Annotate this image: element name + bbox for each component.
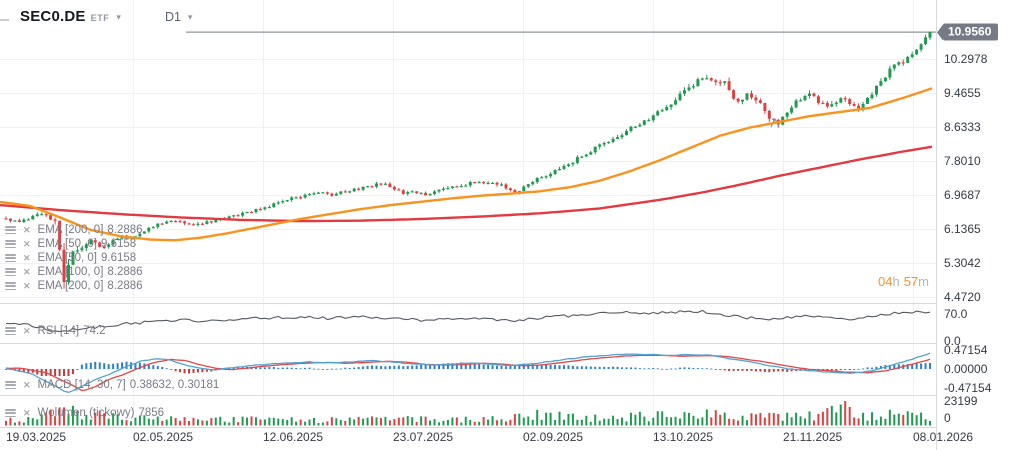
indicator-settings-icon[interactable] [5, 226, 16, 234]
legend-label: EMA [50, 0] [37, 252, 97, 264]
volume-axis-label: 23199 [944, 394, 978, 408]
legend-ema-50b-row: ✕ EMA [50, 0] 9.6158 [5, 251, 136, 265]
remove-indicator-icon[interactable]: ✕ [23, 266, 31, 277]
indicator-settings-icon[interactable] [5, 409, 16, 417]
legend-value: 8.2886 [107, 266, 143, 278]
legend-rsi-row: ✕ RSI [14] 74.2 [5, 324, 106, 338]
time-scale[interactable]: 19.03.2025 02.05.2025 12.06.2025 23.07.2… [0, 428, 1009, 450]
price-axis-label: 8.6333 [944, 120, 981, 134]
legend-label: EMA [50, 0] [37, 238, 97, 250]
macd-axis-label: 0.47154 [944, 343, 988, 357]
bar-close-countdown: 04h 57m [878, 274, 933, 289]
time-axis-label: 13.10.2025 [653, 430, 714, 444]
price-axis-label: 7.8010 [944, 154, 981, 168]
legend-ema-200b-row: ✕ EMA [200, 0] 8.2886 [5, 279, 143, 293]
rsi-axis-label: 70.0 [944, 307, 968, 321]
symbol-dropdown-caret-icon[interactable]: ▾ [116, 12, 121, 22]
remove-indicator-icon[interactable]: ✕ [23, 280, 31, 291]
remove-indicator-icon[interactable]: ✕ [23, 224, 31, 235]
remove-indicator-icon[interactable]: ✕ [23, 379, 31, 390]
indicator-settings-icon[interactable] [5, 327, 16, 335]
time-axis-label: 21.11.2025 [783, 430, 843, 444]
countdown-minutes: 57 [903, 274, 919, 289]
remove-indicator-icon[interactable]: ✕ [23, 325, 31, 336]
price-scale[interactable]: 10.9560 10.2978 9.4655 8.6333 7.8010 6.9… [937, 0, 1009, 427]
price-axis-label: 9.4655 [944, 86, 981, 100]
chart-header: SEC0.DE ETF ▾ D1 ▾ [20, 8, 192, 25]
legend-label: EMA [100, 0] [37, 266, 104, 278]
legend-value: 0.38632, 0.30181 [129, 379, 220, 391]
time-axis-label: 02.05.2025 [133, 430, 194, 444]
price-axis-label: 6.1365 [944, 222, 981, 236]
legend-ema-200-row: ✕ EMA [200, 0] 8.2886 [5, 223, 143, 237]
legend-macd-row: ✕ MACD [14, 30, 7] 0.38632, 0.30181 [5, 378, 219, 392]
legend-ema-100-row: ✕ EMA [100, 0] 8.2886 [5, 265, 143, 279]
time-axis-label: 12.06.2025 [263, 430, 324, 444]
legend-value: 8.2886 [107, 224, 143, 236]
instrument-type-label: ETF [90, 13, 110, 23]
legend-label: MACD [14, 30, 7] [37, 379, 126, 391]
price-axis-label: 4.4720 [944, 290, 981, 304]
symbol-button[interactable]: SEC0.DE [20, 8, 86, 25]
last-price-tag: 10.9560 [943, 23, 999, 41]
indicator-settings-icon[interactable] [5, 282, 16, 290]
price-axis-label: 10.2978 [944, 52, 988, 66]
time-axis-label: 08.01.2026 [913, 430, 974, 444]
legend-label: EMA [200, 0] [37, 280, 104, 292]
time-axis-label: 19.03.2025 [6, 430, 67, 444]
remove-indicator-icon[interactable]: ✕ [23, 407, 31, 418]
ema-fast-line [0, 87, 933, 242]
legend-value: 8.2886 [107, 280, 143, 292]
timeframe-dropdown-caret-icon[interactable]: ▾ [187, 12, 193, 22]
indicator-settings-icon[interactable] [5, 254, 16, 262]
macd-axis-label: 0.00000 [944, 362, 988, 376]
remove-indicator-icon[interactable]: ✕ [23, 238, 31, 249]
legend-value: 7856 [138, 407, 165, 419]
legend-ema-50-row: ✕ EMA [50, 0] 9.6158 [5, 237, 136, 251]
countdown-minutes-unit: m [918, 274, 930, 289]
legend-value: 9.6158 [101, 252, 137, 264]
indicator-settings-icon[interactable] [5, 268, 16, 276]
volume-axis-label: 0 [944, 411, 951, 425]
legend-value: 74.2 [83, 325, 106, 337]
price-axis-label: 6.9687 [944, 188, 981, 202]
legend-label: RSI [14] [37, 325, 80, 337]
timeframe-button[interactable]: D1 [164, 10, 181, 24]
ema-slow-line [0, 145, 933, 223]
macd-axis-label: -0.47154 [944, 381, 992, 395]
time-axis-label: 23.07.2025 [393, 430, 454, 444]
remove-indicator-icon[interactable]: ✕ [23, 252, 31, 263]
price-axis-label: 5.3042 [944, 256, 981, 270]
left-edge-toolbar-mark [0, 19, 9, 21]
countdown-hours: 04 [878, 274, 893, 289]
legend-label: Wolumen (tickowy) [37, 407, 135, 419]
countdown-hours-unit: h [892, 274, 900, 289]
rsi-axis-label: 0.0 [944, 334, 961, 348]
time-axis-label: 02.09.2025 [523, 430, 584, 444]
legend-label: EMA [200, 0] [37, 224, 104, 236]
indicator-settings-icon[interactable] [5, 240, 16, 248]
legend-value: 9.6158 [101, 238, 137, 250]
indicator-settings-icon[interactable] [5, 381, 16, 389]
legend-volume-row: ✕ Wolumen (tickowy) 7856 [5, 406, 164, 420]
